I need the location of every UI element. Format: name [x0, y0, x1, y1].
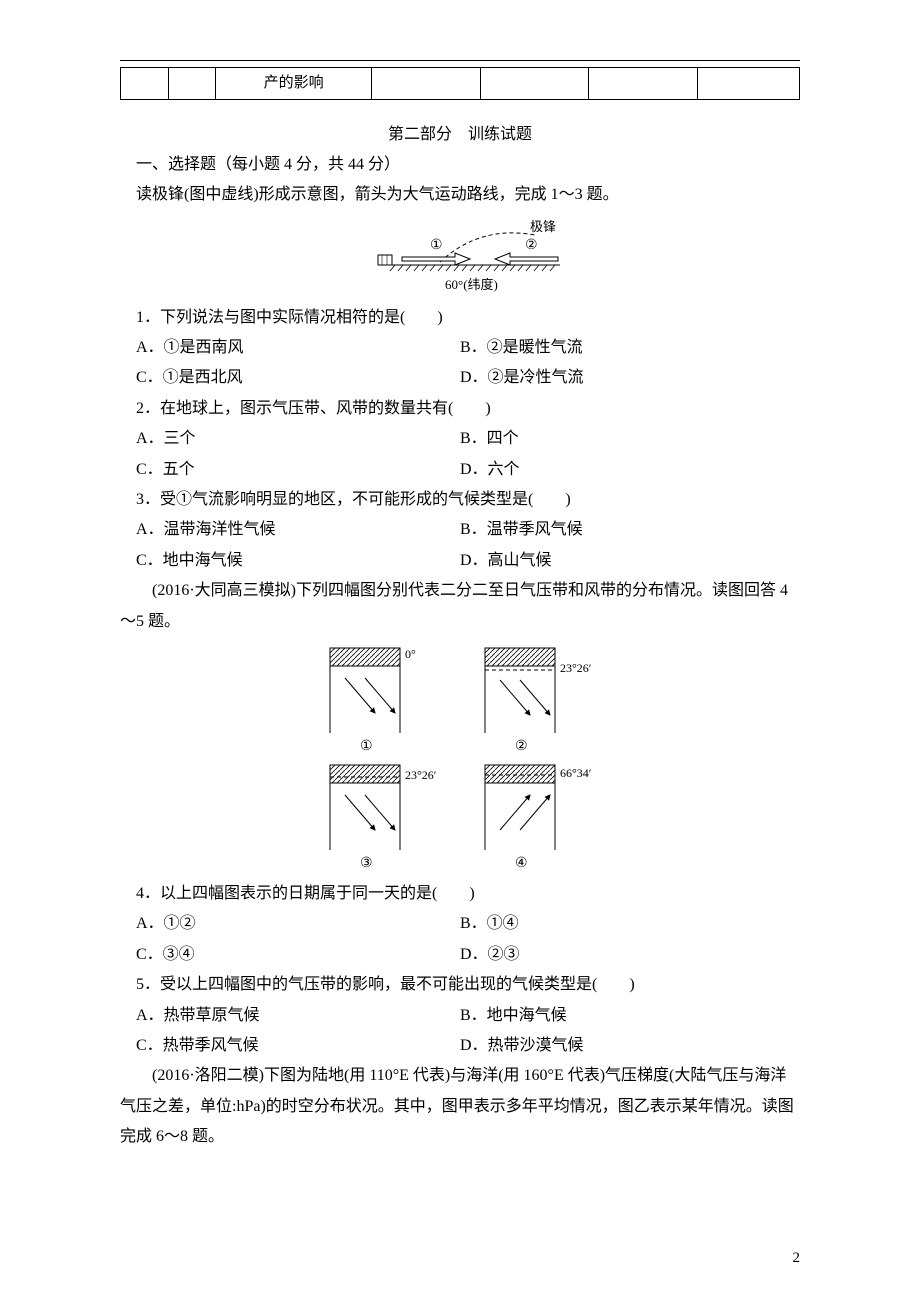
table-fragment: 产的影响: [120, 67, 800, 100]
q3-opt-a: A．温带海洋性气候: [120, 515, 460, 545]
q4-stem: 4．以上四幅图表示的日期属于同一天的是( ): [120, 879, 800, 909]
figure-polar-front: 极锋 ①: [120, 217, 800, 297]
q1-opt-d: D．②是冷性气流: [460, 363, 800, 393]
q2-stem: 2．在地球上，图示气压带、风带的数量共有( ): [120, 394, 800, 424]
figure-four-panels: 0° ① 23°26′ ② 23: [120, 643, 800, 873]
q1-opt-a: A．①是西南风: [120, 333, 460, 363]
intro-3: (2016·洛阳二模)下图为陆地(用 110°E 代表)与海洋(用 160°E …: [120, 1061, 800, 1152]
intro-1: 读极锋(图中虚线)形成示意图，箭头为大气运动路线，完成 1～3 题。: [120, 180, 800, 210]
q4-opt-c: C．③④: [120, 940, 460, 970]
q1-opt-c: C．①是西北风: [120, 363, 460, 393]
svg-text:60°(纬度): 60°(纬度): [445, 277, 498, 292]
svg-text:②: ②: [525, 238, 538, 253]
q4-opt-d: D．②③: [460, 940, 800, 970]
svg-text:66°34′: 66°34′: [560, 766, 592, 780]
table-cell-empty: [372, 68, 481, 100]
svg-text:③: ③: [360, 856, 373, 871]
svg-text:0°: 0°: [405, 647, 416, 661]
svg-text:①: ①: [430, 238, 443, 253]
svg-text:23°26′: 23°26′: [405, 768, 437, 782]
table-cell-text: 产的影响: [216, 68, 372, 100]
part1-heading: 一、选择题（每小题 4 分，共 44 分）: [120, 150, 800, 180]
q5-stem: 5．受以上四幅图中的气压带的影响，最不可能出现的气候类型是( ): [120, 970, 800, 1000]
q2-opt-b: B．四个: [460, 424, 800, 454]
svg-text:①: ①: [360, 739, 373, 754]
q2-opt-c: C．五个: [120, 455, 460, 485]
q3-opt-d: D．高山气候: [460, 546, 800, 576]
q1-opt-b: B．②是暖性气流: [460, 333, 800, 363]
q5-opt-c: C．热带季风气候: [120, 1031, 460, 1061]
svg-text:④: ④: [515, 856, 528, 871]
q3-stem: 3．受①气流影响明显的地区，不可能形成的气候类型是( ): [120, 485, 800, 515]
q5-opt-a: A．热带草原气候: [120, 1001, 460, 1031]
section-header: 第二部分 训练试题: [120, 120, 800, 150]
q1-stem: 1．下列说法与图中实际情况相符的是( ): [120, 303, 800, 333]
q2-opt-a: A．三个: [120, 424, 460, 454]
table-cell-empty: [168, 68, 216, 100]
table-cell-empty: [480, 68, 589, 100]
q3-opt-b: B．温带季风气候: [460, 515, 800, 545]
q4-opt-b: B．①④: [460, 909, 800, 939]
table-cell-empty: [589, 68, 698, 100]
intro-2: (2016·大同高三模拟)下列四幅图分别代表二分二至日气压带和风带的分布情况。读…: [120, 576, 800, 637]
page-number: 2: [793, 1244, 801, 1273]
table-cell-empty: [698, 68, 800, 100]
svg-text:极锋: 极锋: [530, 219, 556, 234]
table-cell-empty: [121, 68, 169, 100]
q4-opt-a: A．①②: [120, 909, 460, 939]
top-rule: [120, 60, 800, 61]
q5-opt-d: D．热带沙漠气候: [460, 1031, 800, 1061]
svg-text:②: ②: [515, 739, 528, 754]
q3-opt-c: C．地中海气候: [120, 546, 460, 576]
q5-opt-b: B．地中海气候: [460, 1001, 800, 1031]
svg-text:23°26′: 23°26′: [560, 661, 592, 675]
q2-opt-d: D．六个: [460, 455, 800, 485]
